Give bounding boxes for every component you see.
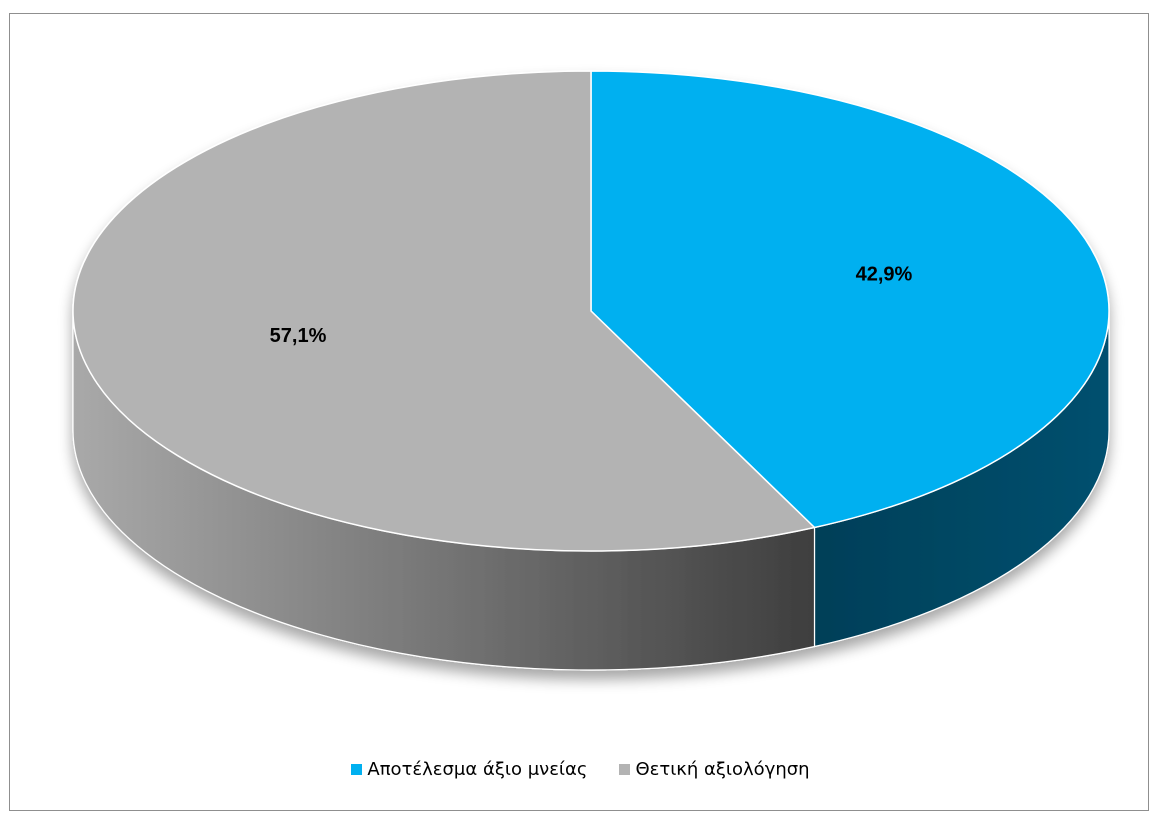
legend-label-notable: Αποτέλεσμα άξιο μνείας bbox=[367, 759, 588, 780]
legend-entry-positive: Θετική αξιολόγηση bbox=[619, 759, 810, 780]
legend-entry-notable: Αποτέλεσμα άξιο μνείας bbox=[351, 759, 587, 780]
pie-slice-0 bbox=[590, 70, 1110, 529]
legend-swatch-notable bbox=[351, 764, 363, 775]
legend-label-positive: Θετική αξιολόγηση bbox=[635, 759, 810, 780]
data-label-0: 42,9% bbox=[856, 263, 913, 285]
pie-slice-1 bbox=[72, 70, 816, 552]
legend-swatch-positive bbox=[619, 764, 631, 775]
legend: Αποτέλεσμα άξιο μνείας Θετική αξιολόγηση bbox=[0, 759, 1161, 780]
data-label-1: 57,1% bbox=[270, 325, 327, 347]
